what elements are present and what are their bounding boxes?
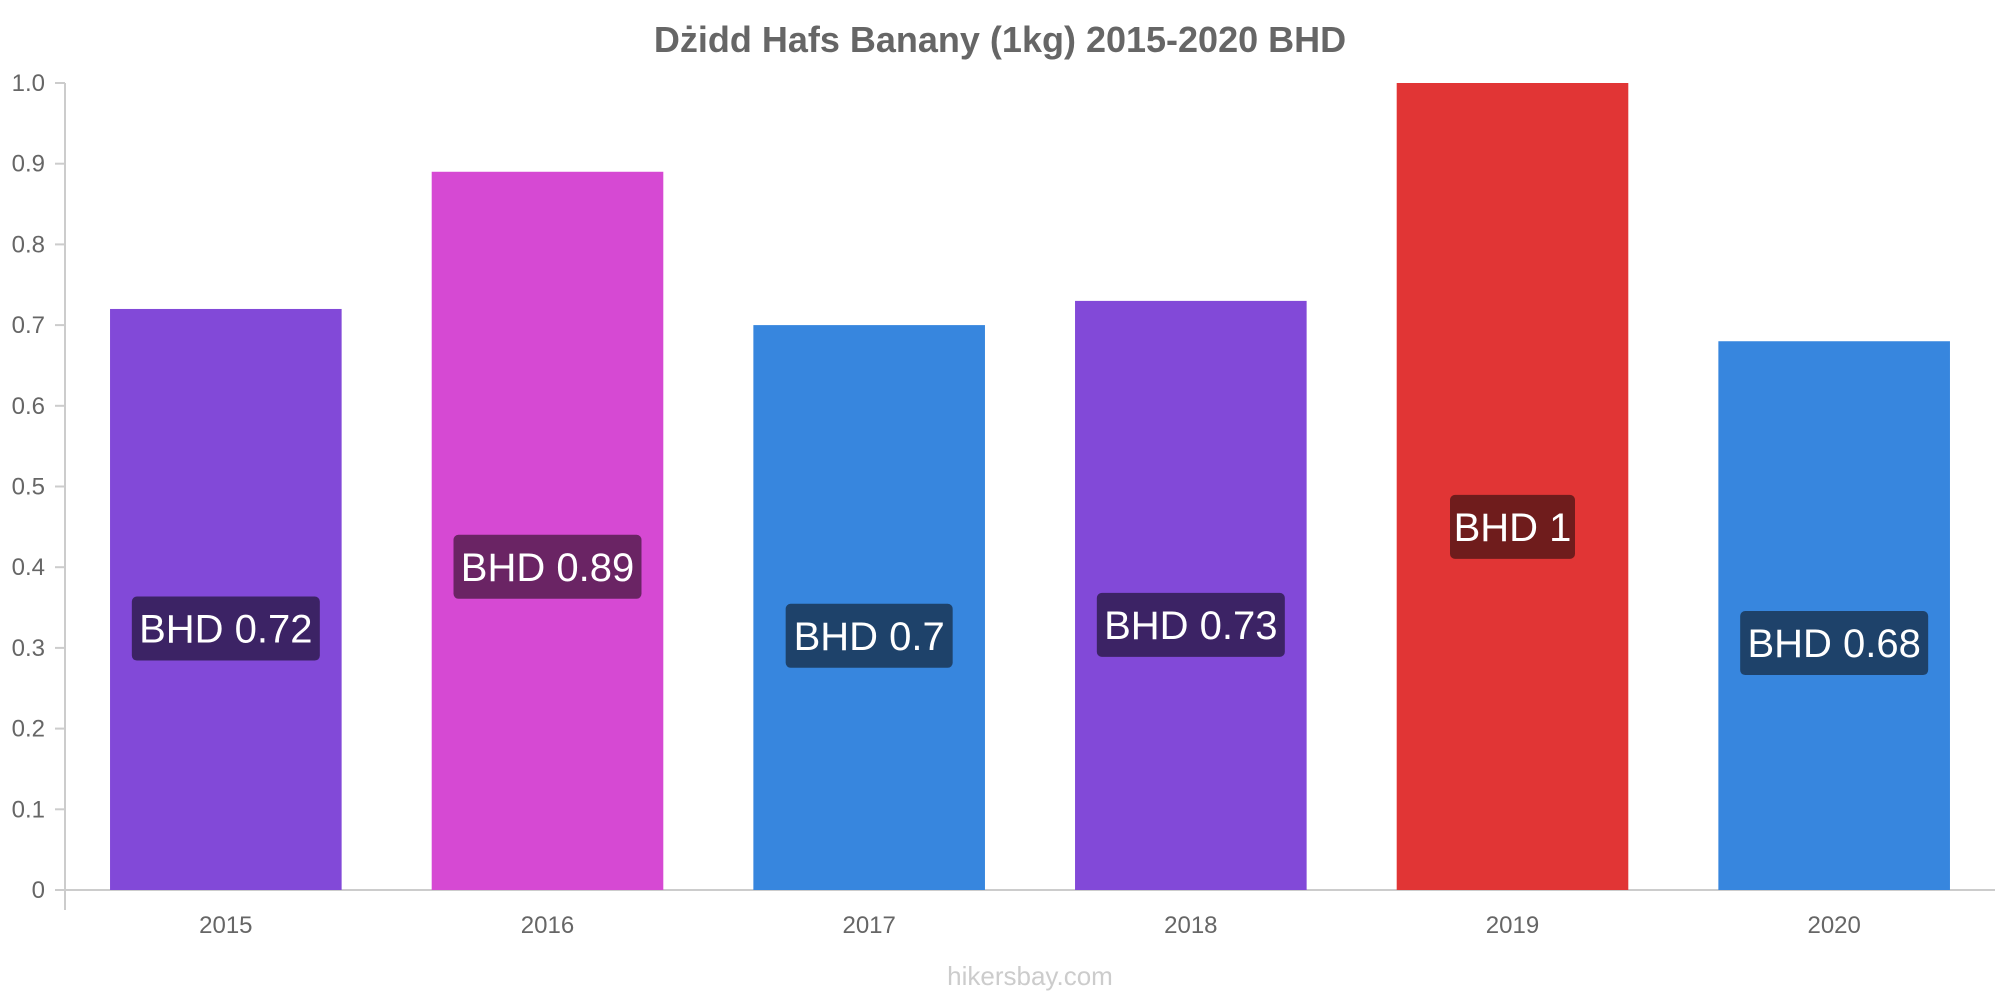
x-axis: 2015 2016 2017 2018 2019 2020 — [65, 889, 1995, 939]
bars-group — [110, 83, 1950, 891]
y-tick-label: 0.5 — [12, 474, 45, 501]
y-tick-label: 0.2 — [12, 716, 45, 743]
data-label-2017: BHD 0.7 — [794, 615, 945, 659]
x-tick-label-2017: 2017 — [842, 912, 895, 939]
x-tick-label-2020: 2020 — [1807, 912, 1860, 939]
y-tick-label: 0.8 — [12, 231, 45, 258]
y-tick-label: 1.0 — [12, 70, 45, 97]
data-label-2018: BHD 0.73 — [1104, 604, 1277, 648]
x-tick-label-2016: 2016 — [521, 912, 574, 939]
data-label-2020: BHD 0.68 — [1747, 622, 1920, 666]
y-tick-label: 0.4 — [12, 554, 45, 581]
y-tick-label: 0.6 — [12, 393, 45, 420]
chart-title: Dżidd Hafs Banany (1kg) 2015-2020 BHD — [654, 19, 1346, 60]
data-label-box-2020 — [1740, 611, 1929, 676]
x-tick-label-2019: 2019 — [1486, 912, 1539, 939]
data-label-box-2015 — [131, 596, 320, 661]
data-label-2015: BHD 0.72 — [139, 608, 312, 652]
y-tick-label: 0.7 — [12, 312, 45, 339]
y-tick-label: 0.9 — [12, 151, 45, 178]
y-tick-label: 0.1 — [12, 796, 45, 823]
y-tick-label: 0 — [32, 877, 45, 904]
data-label-box-2017 — [785, 603, 953, 668]
x-tick-label-2018: 2018 — [1164, 912, 1217, 939]
y-tick-label: 0.3 — [12, 635, 45, 662]
data-label-box-2016 — [453, 534, 642, 599]
watermark-text: hikersbay.com — [947, 961, 1113, 991]
data-label-box-2018 — [1096, 592, 1285, 657]
data-label-2016: BHD 0.89 — [461, 546, 634, 590]
data-label-2019: BHD 1 — [1454, 506, 1572, 550]
x-tick-label-2015: 2015 — [199, 912, 252, 939]
data-label-box-2019 — [1450, 494, 1575, 559]
bar-2016 — [431, 171, 664, 890]
data-labels-group: BHD 0.72 BHD 0.89 BHD 0.7 BHD 0.73 BHD 1 BHD … — [131, 494, 1929, 676]
y-axis: 0 0.1 0.2 0.3 0.4 0.5 0.6 0.7 0.8 0.9 1.0 — [12, 70, 66, 910]
bar-2019 — [1396, 83, 1629, 890]
